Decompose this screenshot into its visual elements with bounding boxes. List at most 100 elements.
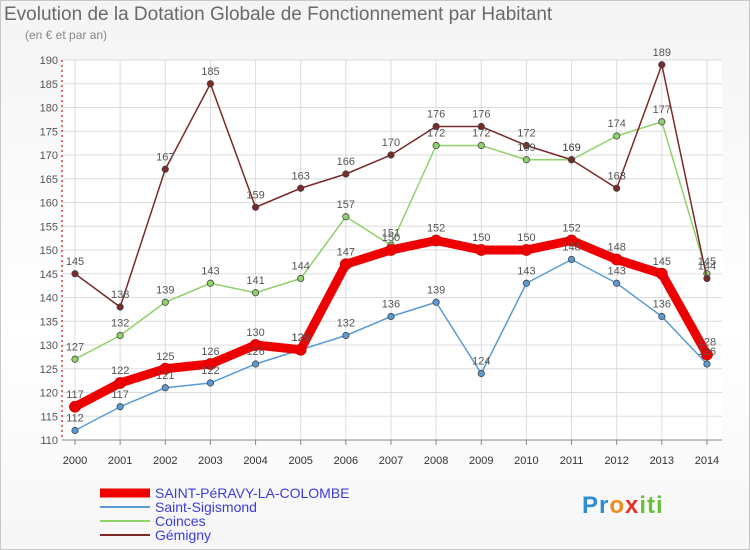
series-0-data-label: 128 <box>698 337 716 349</box>
series-2-data-label: 174 <box>608 118 626 130</box>
series-1-point <box>432 298 440 306</box>
series-1-data-label: 143 <box>517 265 535 277</box>
chart-title: Evolution de la Dotation Globale de Fonc… <box>4 4 553 25</box>
series-2-data-label: 141 <box>246 275 264 287</box>
series-0-data-label: 150 <box>382 232 400 244</box>
series-3-point <box>522 141 531 150</box>
series-3-point <box>432 122 440 131</box>
series-0-point <box>294 343 307 356</box>
series-3-point <box>703 274 711 283</box>
series-2-point <box>116 331 124 340</box>
series-1-point <box>116 403 124 411</box>
series-3-point <box>161 165 169 173</box>
x-tick-label: 2006 <box>334 455 358 467</box>
y-tick-label: 160 <box>40 198 58 210</box>
y-tick-label: 145 <box>40 269 58 281</box>
series-2-data-label: 127 <box>66 341 84 353</box>
series-1-data-label: 136 <box>653 299 671 311</box>
x-tick-label: 2004 <box>243 455 267 467</box>
series-2-data-label: 172 <box>427 128 445 140</box>
series-3-point <box>71 270 79 278</box>
series-1-point <box>613 279 621 287</box>
x-tick-label: 2005 <box>288 455 312 467</box>
logo-part-3: x <box>625 492 640 519</box>
series-2-data-label: 139 <box>156 284 174 296</box>
series-1-point <box>387 312 395 321</box>
series-2-data-label: 169 <box>517 142 535 154</box>
series-1-data-label: 139 <box>427 284 445 296</box>
proxiti-logo: Proxiti <box>582 492 664 520</box>
series-0-data-label: 145 <box>653 256 671 268</box>
series-3-data-label: 172 <box>517 128 535 140</box>
series-3-data-label: 176 <box>427 109 445 121</box>
x-tick-label: 2008 <box>424 455 448 467</box>
y-tick-label: 120 <box>40 388 58 400</box>
logo-part-1: Pr <box>582 492 610 519</box>
series-0-point <box>430 234 443 247</box>
x-tick-label: 2009 <box>469 455 493 467</box>
y-tick-label: 125 <box>40 364 58 376</box>
series-3-data-label: 145 <box>66 256 84 268</box>
series-3-data-label: 185 <box>201 66 219 78</box>
series-0-point <box>701 348 713 361</box>
series-3-data-label: 138 <box>111 289 129 301</box>
x-tick-label: 2007 <box>379 455 403 467</box>
series-0-data-label: 125 <box>156 351 174 363</box>
series-0-data-label: 117 <box>66 389 84 401</box>
series-1-point <box>658 312 666 321</box>
series-0-point <box>249 339 262 351</box>
series-1-point <box>251 360 260 368</box>
series-1-data-label: 112 <box>66 413 84 425</box>
series-2-data-label: 177 <box>653 104 671 116</box>
series-1-data-label: 126 <box>246 346 264 358</box>
series-0-point <box>69 400 81 413</box>
chart-subtitle: (en € et par an) <box>25 28 108 42</box>
series-1-point <box>71 426 79 435</box>
series-0-data-label: 129 <box>292 332 310 344</box>
series-3-data-label: 163 <box>292 170 310 182</box>
y-tick-label: 110 <box>40 435 58 447</box>
series-2-data-label: 157 <box>337 199 355 211</box>
y-tick-label: 165 <box>40 174 58 186</box>
series-1-data-label: 126 <box>698 346 716 358</box>
series-2-point <box>613 132 621 140</box>
series-0-point <box>520 244 533 256</box>
series-0-point <box>385 244 397 256</box>
series-3-point <box>387 151 395 159</box>
series-1-data-label: 124 <box>472 356 490 368</box>
series-3-point <box>567 156 576 164</box>
logo-part-4: iti <box>639 492 664 519</box>
series-3-point <box>658 61 666 69</box>
y-tick-label: 135 <box>40 316 58 328</box>
series-2-point <box>251 289 260 297</box>
series-3-point <box>613 184 621 192</box>
series-3-data-label: 176 <box>472 109 490 121</box>
x-tick-label: 2000 <box>63 455 87 467</box>
series-0-data-label: 147 <box>337 246 355 258</box>
series-0-data-label: 152 <box>427 223 445 235</box>
series-0-point <box>204 358 217 370</box>
x-tick-label: 2002 <box>153 455 177 467</box>
x-tick-label: 2003 <box>198 455 222 467</box>
series-3-point <box>206 80 215 88</box>
series-3-data-label: 163 <box>608 170 626 182</box>
series-0-data-label: 130 <box>246 327 264 339</box>
series-1-point <box>161 384 169 392</box>
series-0-point <box>610 253 623 266</box>
series-1-point <box>342 331 350 340</box>
series-0-data-label: 122 <box>111 365 129 377</box>
series-0-point <box>655 267 668 280</box>
series-0-point <box>339 258 352 271</box>
x-tick-label: 2001 <box>108 455 132 467</box>
x-tick-label: 2010 <box>514 455 538 467</box>
y-tick-label: 140 <box>40 293 58 305</box>
series-1-point <box>567 255 576 264</box>
series-3-data-label: 166 <box>337 156 355 168</box>
series-3-point <box>116 303 124 311</box>
series-1-point <box>522 279 531 287</box>
y-tick-label: 155 <box>40 221 58 233</box>
series-3-point <box>342 170 350 178</box>
series-2-point <box>658 118 666 126</box>
series-1-data-label: 136 <box>382 299 400 311</box>
